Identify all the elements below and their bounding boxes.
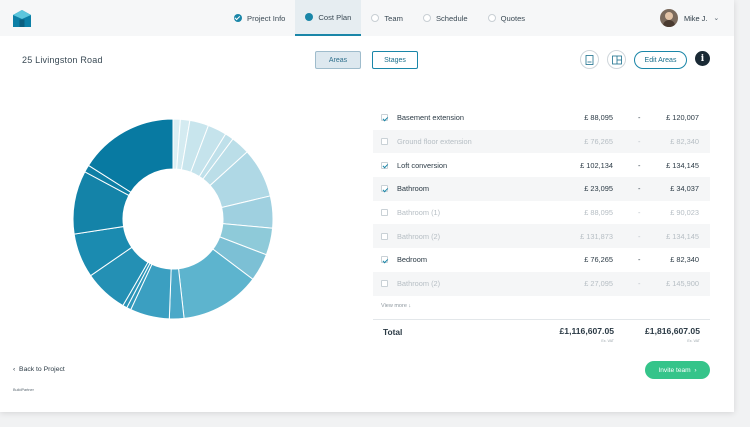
row-checkbox[interactable] (381, 161, 388, 169)
user-menu[interactable]: Mike J. ⌄ (660, 9, 719, 27)
table-row[interactable]: Bathroom (2) £ 27,095 - £ 145,900 (373, 271, 710, 296)
max-cost: £ 120,007 (666, 113, 699, 123)
document-icon (585, 54, 594, 65)
invite-label: Invite team (658, 366, 691, 374)
max-cost: £ 34,037 (670, 184, 699, 194)
range-dash: - (638, 137, 641, 147)
area-name: Ground floor extension (397, 137, 472, 147)
min-cost: £ 76,265 (584, 137, 613, 147)
tab-project-info[interactable]: Project Info (224, 0, 295, 36)
avatar (660, 9, 678, 27)
tab-label: Project Info (247, 13, 286, 23)
chevron-down-icon: ⌄ (713, 15, 720, 22)
chevron-left-icon: ‹ (13, 366, 16, 373)
vat-note: Ex. VAT (601, 339, 614, 343)
top-navigation-bar: Project Info Cost Plan Team Schedule Quo… (0, 0, 734, 36)
back-to-project-link[interactable]: ‹ Back to Project (13, 366, 65, 373)
max-cost: £ 134,145 (666, 160, 699, 170)
range-dash: - (638, 208, 641, 218)
total-min-cost: £1,116,607.05 (559, 326, 614, 336)
max-cost: £ 134,145 (666, 231, 699, 241)
view-more-label: View more (381, 303, 407, 309)
table-row[interactable]: Loft conversion £ 102,134 - £ 134,145 (373, 153, 710, 177)
min-cost: £ 23,095 (584, 184, 613, 194)
areas-toggle-button[interactable]: Areas (315, 51, 361, 69)
cost-donut-chart (72, 118, 274, 320)
tab-label: Team (384, 13, 403, 23)
edit-areas-button[interactable]: Edit Areas (634, 51, 687, 69)
tab-team[interactable]: Team (361, 0, 413, 36)
row-checkbox[interactable] (381, 280, 388, 288)
arrow-down-icon: ↓ (408, 303, 412, 309)
pending-step-icon (371, 14, 380, 22)
total-label: Total (383, 327, 403, 337)
area-name: Bathroom (2) (397, 231, 441, 241)
brand-name: BuildPartner (13, 388, 34, 392)
cost-table: Basement extension £ 88,095 - £ 120,007 Gro… (373, 106, 710, 296)
stages-toggle-button[interactable]: Stages (372, 51, 418, 69)
invite-team-button[interactable]: Invite team › (645, 361, 710, 379)
row-checkbox[interactable] (381, 209, 388, 217)
step-navigation: Project Info Cost Plan Team Schedule Quo… (224, 0, 535, 36)
range-dash: - (638, 231, 641, 241)
min-cost: £ 27,095 (584, 279, 613, 289)
active-step-icon (305, 13, 314, 21)
area-name: Bathroom (1) (397, 208, 441, 218)
app-window: Project Info Cost Plan Team Schedule Quo… (0, 0, 734, 412)
tab-cost-plan[interactable]: Cost Plan (295, 0, 362, 36)
tab-label: Cost Plan (318, 12, 352, 22)
chevron-right-icon: › (694, 366, 697, 374)
min-cost: £ 76,265 (584, 255, 613, 265)
tab-quotes[interactable]: Quotes (478, 0, 535, 36)
table-row[interactable]: Bathroom (1) £ 88,095 - £ 90,023 (373, 201, 710, 225)
tab-label: Schedule (435, 13, 468, 23)
max-cost: £ 145,900 (666, 279, 699, 289)
table-row[interactable]: Ground floor extension £ 76,265 - £ 82,340 (373, 129, 710, 154)
row-checkbox[interactable] (381, 185, 388, 193)
max-cost: £ 90,023 (670, 208, 699, 218)
excel-icon (611, 55, 622, 64)
info-icon[interactable]: i (695, 51, 710, 66)
tab-label: Quotes (500, 13, 526, 23)
range-dash: - (638, 113, 641, 123)
table-row[interactable]: Bedroom £ 76,265 - £ 82,340 (373, 248, 710, 272)
area-name: Bathroom (397, 184, 430, 194)
row-checkbox[interactable] (381, 256, 388, 264)
back-label: Back to Project (19, 366, 65, 373)
range-dash: - (638, 279, 641, 289)
row-checkbox[interactable] (381, 232, 388, 240)
table-row[interactable]: Bathroom £ 23,095 - £ 34,037 (373, 177, 710, 201)
area-name: Bathroom (2) (397, 279, 441, 289)
donut-segment-20[interactable] (87, 118, 174, 193)
table-row[interactable]: Bathroom (2) £ 131,873 - £ 134,145 (373, 224, 710, 249)
complete-check-icon (234, 14, 242, 22)
range-dash: - (638, 255, 641, 265)
user-name: Mike J. (684, 13, 708, 23)
pending-step-icon (487, 14, 496, 22)
max-cost: £ 82,340 (670, 255, 699, 265)
area-name: Bedroom (397, 255, 427, 265)
tab-schedule[interactable]: Schedule (413, 0, 478, 36)
view-more-link[interactable]: View more ↓ (381, 303, 411, 309)
min-cost: £ 102,134 (580, 160, 613, 170)
export-pdf-button[interactable] (580, 50, 599, 69)
min-cost: £ 131,873 (580, 231, 613, 241)
pending-step-icon (422, 14, 431, 22)
max-cost: £ 82,340 (670, 137, 699, 147)
range-dash: - (638, 184, 641, 194)
home-logo-icon[interactable] (13, 10, 31, 27)
total-divider (373, 319, 710, 320)
table-row[interactable]: Basement extension £ 88,095 - £ 120,007 (373, 106, 710, 130)
row-checkbox[interactable] (381, 138, 388, 146)
export-excel-button[interactable] (607, 50, 626, 69)
vat-note: Ex. VAT (687, 339, 700, 343)
min-cost: £ 88,095 (584, 208, 613, 218)
range-dash: - (638, 160, 641, 170)
row-checkbox[interactable] (381, 114, 388, 122)
page-title: 25 Livingston Road (22, 55, 103, 65)
min-cost: £ 88,095 (584, 113, 613, 123)
area-name: Basement extension (397, 113, 464, 123)
area-name: Loft conversion (397, 160, 448, 170)
total-max-cost: £1,816,607.05 (645, 326, 700, 336)
